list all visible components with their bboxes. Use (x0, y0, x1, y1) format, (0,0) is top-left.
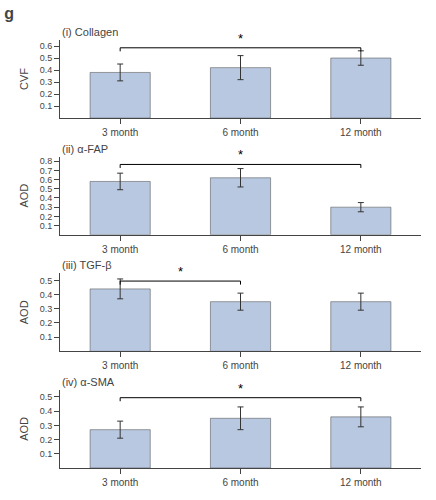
svg-text:(iv) α-SMA: (iv) α-SMA (62, 376, 115, 388)
svg-text:(ii) α-FAP: (ii) α-FAP (62, 143, 108, 155)
svg-text:0.4: 0.4 (40, 65, 53, 75)
svg-text:0.5: 0.5 (40, 392, 53, 402)
svg-text:*: * (238, 381, 243, 396)
svg-text:3 month: 3 month (102, 127, 138, 138)
svg-text:0.1: 0.1 (40, 449, 53, 459)
svg-text:(iii) TGF-β: (iii) TGF-β (62, 259, 112, 271)
svg-text:AOD: AOD (18, 184, 30, 208)
svg-text:6 month: 6 month (222, 127, 258, 138)
svg-text:0.6: 0.6 (40, 175, 53, 185)
svg-text:3 month: 3 month (102, 477, 138, 488)
svg-text:0.5: 0.5 (40, 184, 53, 194)
svg-text:0.4: 0.4 (40, 290, 53, 300)
svg-text:g: g (4, 5, 14, 22)
svg-text:0.4: 0.4 (40, 406, 53, 416)
svg-text:3 month: 3 month (102, 360, 138, 371)
svg-text:0.2: 0.2 (40, 89, 53, 99)
svg-text:0.1: 0.1 (40, 101, 53, 111)
svg-text:*: * (238, 147, 243, 162)
svg-text:12 month: 12 month (340, 244, 382, 255)
svg-text:CVF: CVF (18, 68, 30, 90)
svg-text:12 month: 12 month (340, 127, 382, 138)
svg-text:0.6: 0.6 (40, 41, 53, 51)
svg-text:AOD: AOD (18, 417, 30, 441)
svg-text:0.8: 0.8 (40, 156, 53, 166)
svg-text:0.4: 0.4 (40, 193, 53, 203)
svg-text:12 month: 12 month (340, 477, 382, 488)
svg-text:0.3: 0.3 (40, 304, 53, 314)
svg-text:0.2: 0.2 (40, 212, 53, 222)
svg-text:0.2: 0.2 (40, 435, 53, 445)
svg-text:6 month: 6 month (222, 360, 258, 371)
svg-text:*: * (178, 264, 183, 279)
svg-text:0.5: 0.5 (40, 53, 53, 63)
svg-text:0.1: 0.1 (40, 332, 53, 342)
svg-text:12 month: 12 month (340, 360, 382, 371)
svg-text:0.3: 0.3 (40, 202, 53, 212)
svg-text:0.1: 0.1 (40, 221, 53, 231)
svg-text:0.3: 0.3 (40, 421, 53, 431)
svg-text:0.3: 0.3 (40, 77, 53, 87)
svg-text:0.2: 0.2 (40, 318, 53, 328)
svg-text:0.5: 0.5 (40, 276, 53, 286)
svg-text:AOD: AOD (18, 300, 30, 324)
svg-text:0.7: 0.7 (40, 166, 53, 176)
svg-text:*: * (238, 31, 243, 46)
svg-text:(i) Collagen: (i) Collagen (62, 26, 118, 38)
svg-text:6 month: 6 month (222, 477, 258, 488)
svg-text:6 month: 6 month (222, 244, 258, 255)
svg-text:3 month: 3 month (102, 244, 138, 255)
